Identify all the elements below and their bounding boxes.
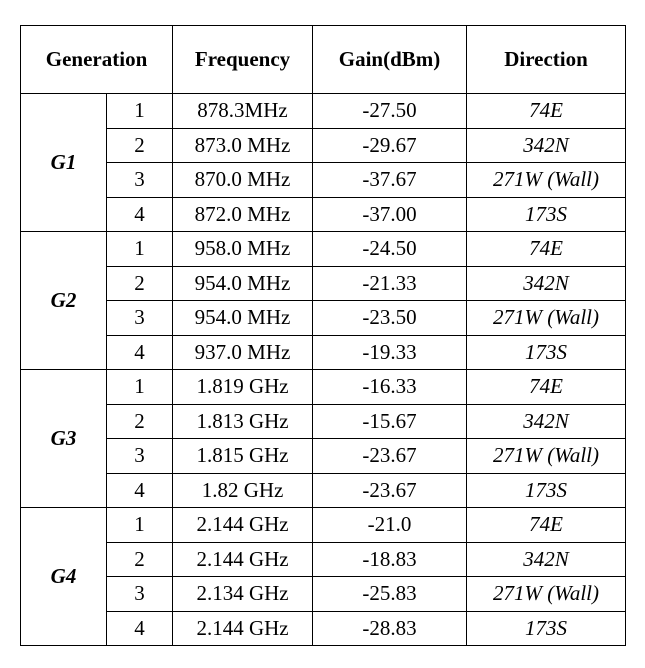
table-row: 4 937.0 MHz -19.33 173S (21, 334, 627, 370)
gain-cell: -27.50 (312, 93, 468, 129)
data-table: Generation Frequency Gain(dBm) Direction… (19, 25, 627, 646)
header-cell: Gain(dBm) (312, 25, 468, 94)
freq-cell: 1.815 GHz (172, 438, 314, 474)
group-cell: G4 (20, 507, 107, 646)
dir-cell: 173S (466, 196, 627, 232)
num-cell: 1 (105, 231, 174, 267)
num-cell: 1 (105, 369, 174, 405)
dir-cell: 173S (466, 334, 627, 370)
num-cell: 2 (105, 265, 174, 301)
gain-cell: -16.33 (312, 369, 468, 405)
header-cell: Generation (19, 25, 174, 94)
gain-cell: -21.33 (312, 265, 468, 301)
dir-cell: 342N (466, 541, 627, 577)
num-cell: 3 (105, 438, 174, 474)
gain-cell: -28.83 (312, 610, 468, 646)
num-cell: 1 (105, 93, 174, 129)
freq-cell: 937.0 MHz (172, 334, 314, 370)
table-row: 4 872.0 MHz -37.00 173S (21, 196, 627, 232)
freq-cell: 958.0 MHz (172, 231, 314, 267)
table-row: G3 1 1.819 GHz -16.33 74E (20, 369, 627, 508)
num-cell: 2 (105, 541, 174, 577)
table-row: G2 1 958.0 MHz -24.50 74E (20, 231, 627, 370)
table-body: G1 1 878.3MHz -27.50 74E 2 873.0 MHz -29.67 342N… (20, 93, 627, 646)
num-cell: 2 (105, 403, 174, 439)
freq-cell: 872.0 MHz (172, 196, 314, 232)
gain-cell: -25.83 (312, 576, 468, 612)
num-cell: 2 (105, 127, 174, 163)
dir-cell: 173S (466, 472, 627, 508)
table-row: G1 1 878.3MHz -27.50 74E (20, 93, 627, 232)
table-row: 2 2.144 GHz -18.83 342N (21, 541, 627, 577)
header-row: Generation Frequency Gain(dBm) Direction (19, 25, 627, 94)
gain-cell: -37.00 (312, 196, 468, 232)
gain-cell: -23.67 (312, 472, 468, 508)
freq-cell: 1.819 GHz (172, 369, 314, 405)
table-row: G4 1 2.144 GHz -21.0 74E (20, 507, 627, 646)
freq-cell: 954.0 MHz (172, 265, 314, 301)
freq-cell: 2.144 GHz (172, 541, 314, 577)
num-cell: 1 (105, 507, 174, 543)
header-cell: Frequency (172, 25, 314, 94)
gain-cell: -15.67 (312, 403, 468, 439)
gain-cell: -18.83 (312, 541, 468, 577)
table-row: 3 954.0 MHz -23.50 271W (Wall) (21, 300, 627, 336)
table-row: 3 2.134 GHz -25.83 271W (Wall) (21, 576, 627, 612)
dir-cell: 342N (466, 127, 627, 163)
table-row: 2 873.0 MHz -29.67 342N (21, 127, 627, 163)
num-cell: 4 (105, 472, 174, 508)
dir-cell: 74E (466, 369, 627, 405)
gain-cell: -23.67 (312, 438, 468, 474)
freq-cell: 2.134 GHz (172, 576, 314, 612)
dir-cell: 271W (Wall) (466, 438, 627, 474)
header-cell: Direction (466, 25, 627, 94)
table-row: 4 1.82 GHz -23.67 173S (21, 472, 627, 508)
num-cell: 4 (105, 196, 174, 232)
dir-cell: 74E (466, 507, 627, 543)
num-cell: 3 (105, 300, 174, 336)
num-cell: 4 (105, 334, 174, 370)
table-row: 2 1.813 GHz -15.67 342N (21, 403, 627, 439)
gain-cell: -37.67 (312, 162, 468, 198)
dir-cell: 74E (466, 231, 627, 267)
dir-cell: 271W (Wall) (466, 576, 627, 612)
freq-cell: 870.0 MHz (172, 162, 314, 198)
freq-cell: 954.0 MHz (172, 300, 314, 336)
gain-cell: -24.50 (312, 231, 468, 267)
num-cell: 4 (105, 610, 174, 646)
dir-cell: 342N (466, 265, 627, 301)
freq-cell: 1.813 GHz (172, 403, 314, 439)
group-cell: G1 (20, 93, 107, 232)
freq-cell: 878.3MHz (172, 93, 314, 129)
dir-cell: 173S (466, 610, 627, 646)
num-cell: 3 (105, 576, 174, 612)
dir-cell: 342N (466, 403, 627, 439)
freq-cell: 873.0 MHz (172, 127, 314, 163)
dir-cell: 74E (466, 93, 627, 129)
gain-cell: -21.0 (312, 507, 468, 543)
freq-cell: 2.144 GHz (172, 610, 314, 646)
num-cell: 3 (105, 162, 174, 198)
freq-cell: 1.82 GHz (172, 472, 314, 508)
gain-cell: -19.33 (312, 334, 468, 370)
table-row: 3 870.0 MHz -37.67 271W (Wall) (21, 162, 627, 198)
group-cell: G2 (20, 231, 107, 370)
dir-cell: 271W (Wall) (466, 300, 627, 336)
table-row: 2 954.0 MHz -21.33 342N (21, 265, 627, 301)
gain-cell: -23.50 (312, 300, 468, 336)
gain-cell: -29.67 (312, 127, 468, 163)
freq-cell: 2.144 GHz (172, 507, 314, 543)
group-cell: G3 (20, 369, 107, 508)
table-row: 3 1.815 GHz -23.67 271W (Wall) (21, 438, 627, 474)
dir-cell: 271W (Wall) (466, 162, 627, 198)
table-row: 4 2.144 GHz -28.83 173S (21, 610, 627, 646)
